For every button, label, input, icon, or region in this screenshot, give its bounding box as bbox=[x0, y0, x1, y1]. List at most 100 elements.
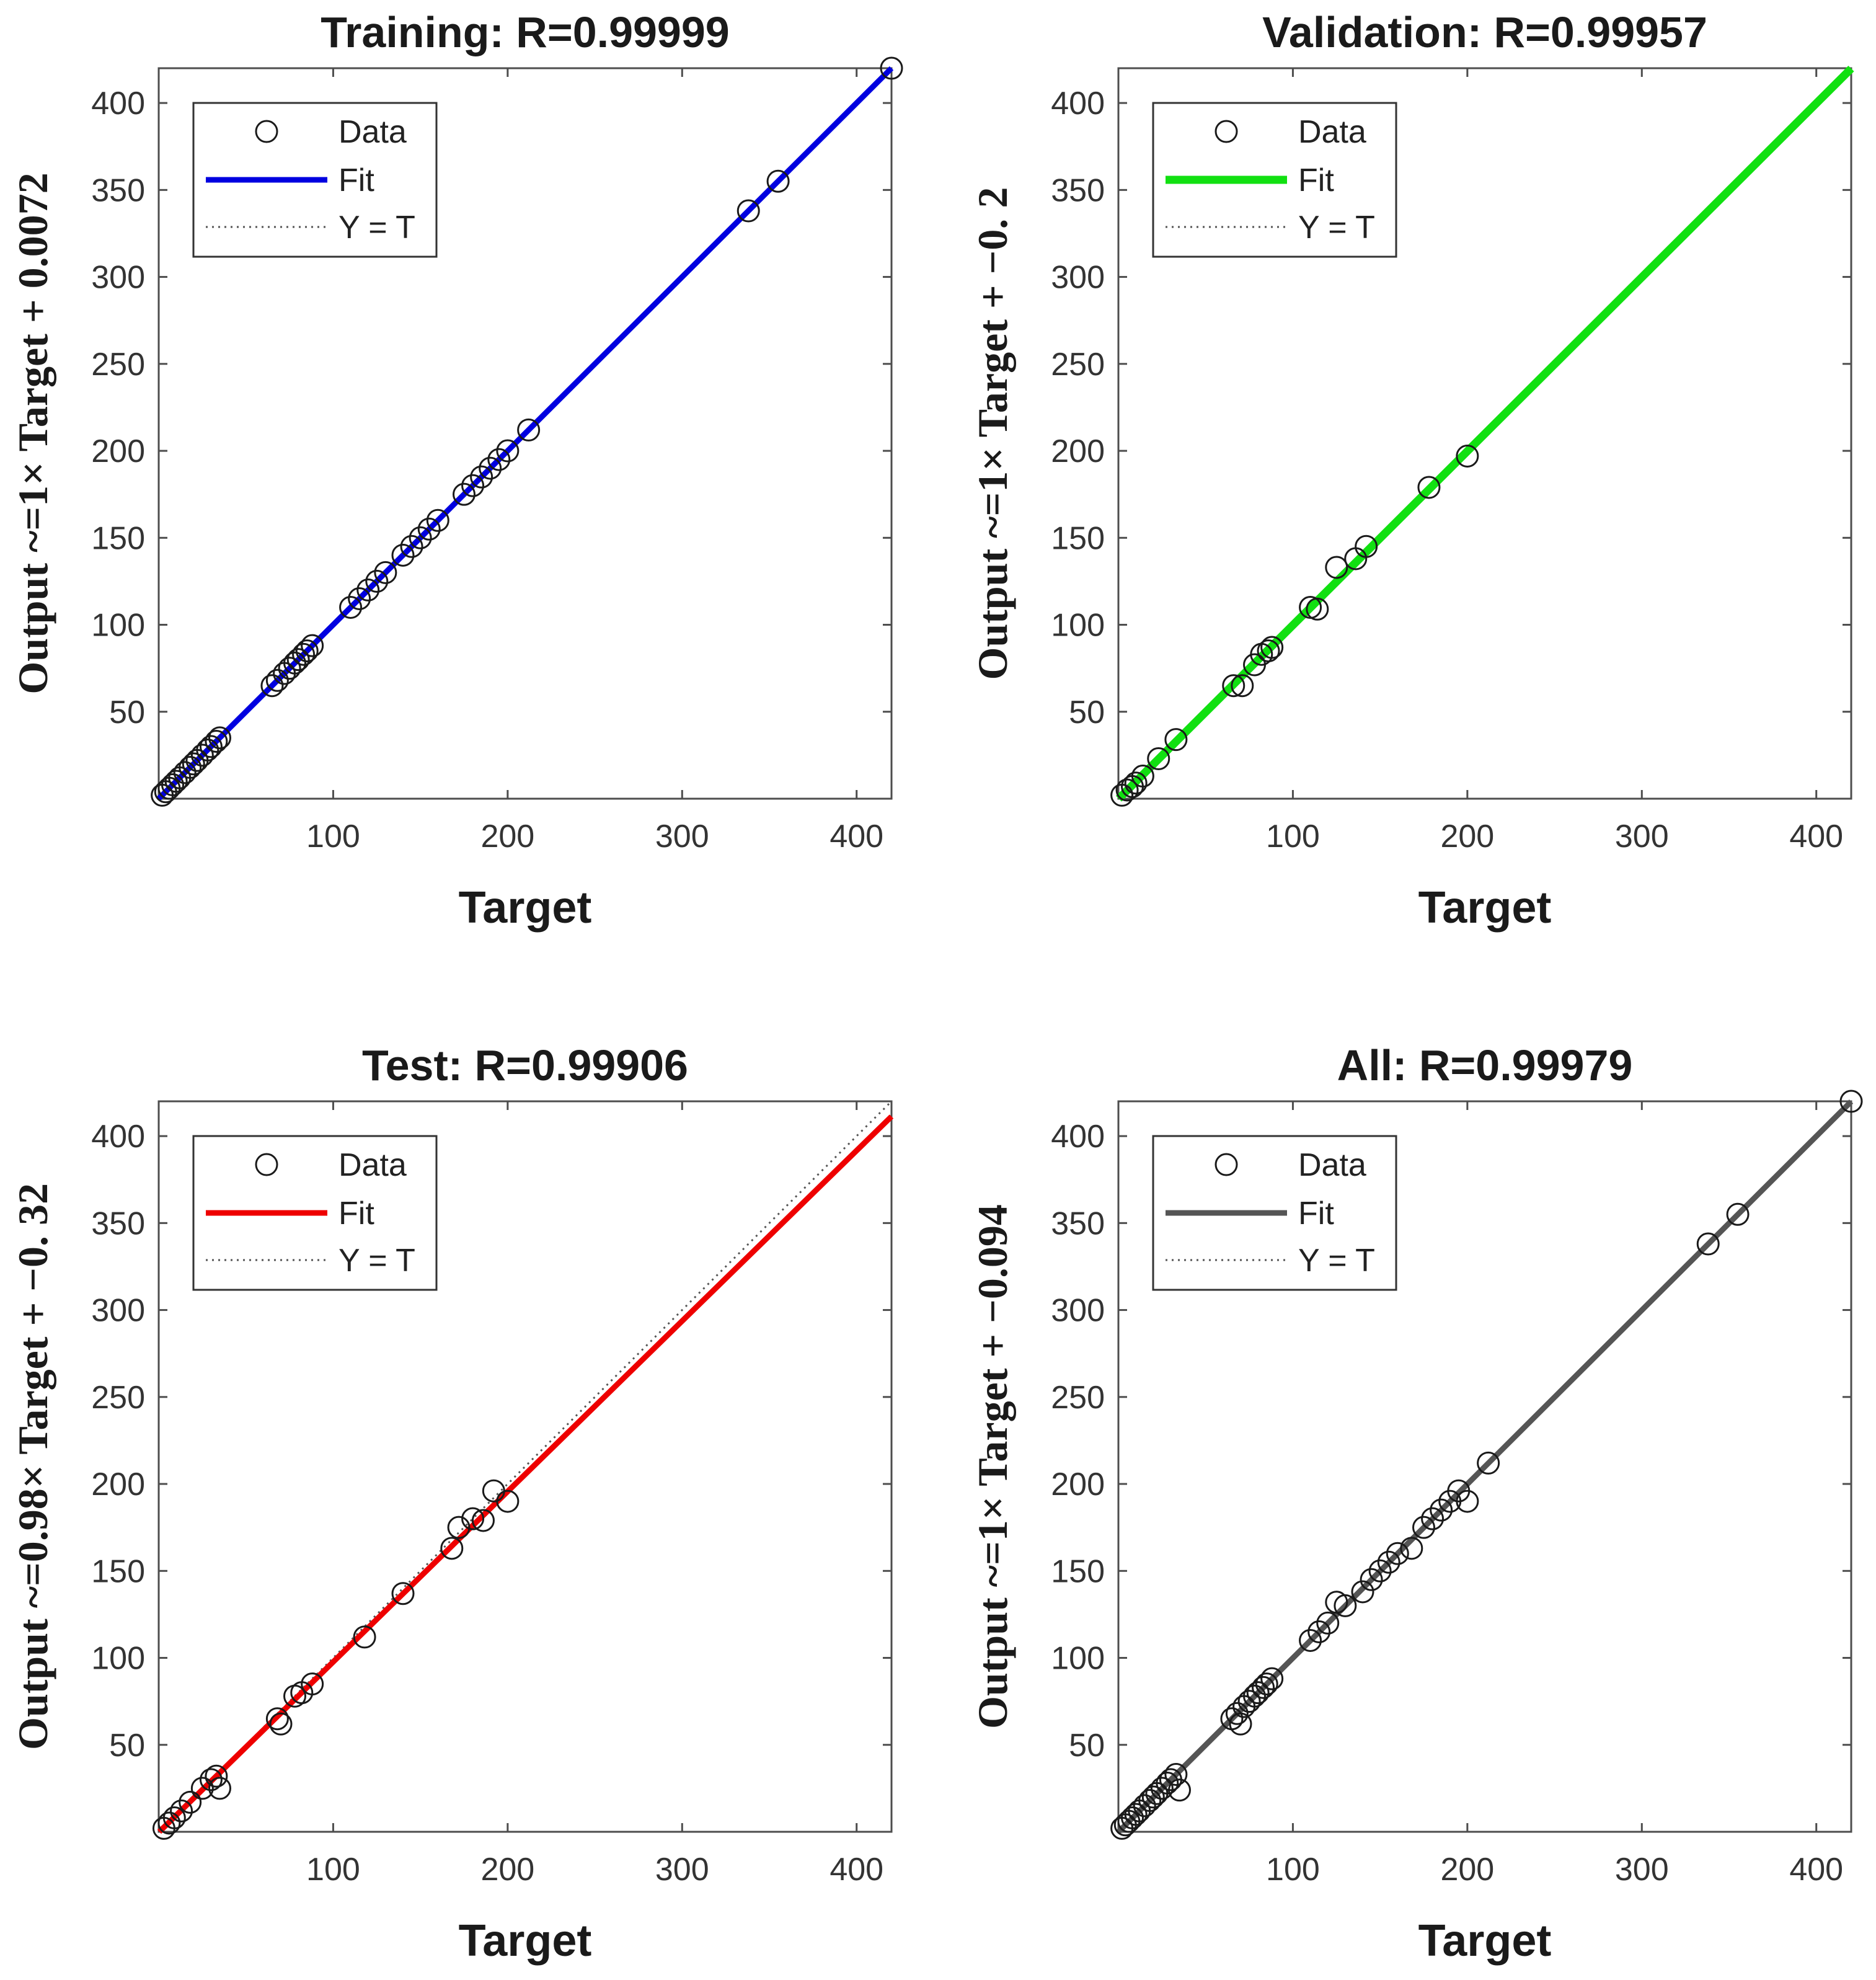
data-point bbox=[1131, 765, 1154, 788]
data-point bbox=[1316, 1611, 1340, 1635]
x-tick-label: 200 bbox=[1440, 1852, 1494, 1888]
data-point bbox=[1306, 597, 1329, 621]
y-tick-label: 50 bbox=[109, 1728, 145, 1764]
data-point bbox=[1299, 1628, 1322, 1652]
data-point bbox=[1124, 771, 1148, 795]
data-point bbox=[1222, 674, 1246, 698]
data-point bbox=[461, 474, 485, 497]
y-tick-label: 200 bbox=[1051, 433, 1105, 469]
x-tick-label: 400 bbox=[830, 819, 883, 855]
data-point bbox=[880, 56, 903, 80]
y-tick-label: 100 bbox=[1051, 608, 1105, 644]
data-point bbox=[208, 1777, 231, 1800]
y-tick-label: 150 bbox=[1051, 520, 1105, 556]
data-point bbox=[1260, 1667, 1284, 1690]
legend-label: Y = T bbox=[1298, 210, 1375, 246]
data-point bbox=[1133, 1794, 1156, 1818]
data-point bbox=[496, 1489, 520, 1513]
fit-line bbox=[1117, 1099, 1854, 1834]
x-tick-label: 400 bbox=[830, 1852, 883, 1888]
data-point bbox=[353, 1625, 376, 1649]
data-point bbox=[470, 465, 493, 489]
y-tick-label: 300 bbox=[1051, 260, 1105, 296]
data-point bbox=[1351, 1580, 1374, 1604]
data-point bbox=[269, 1712, 293, 1736]
y-tick-label: 300 bbox=[91, 1293, 145, 1329]
chart-panel-2: 100 200 300 400 50 100 150 200 250 300 350 400 Data F… bbox=[969, 8, 1854, 933]
y-tick-label: 400 bbox=[1051, 86, 1105, 122]
data-point bbox=[292, 642, 316, 666]
y-tick-label: 350 bbox=[1051, 1205, 1105, 1241]
data-point bbox=[283, 651, 307, 675]
data-point bbox=[208, 726, 231, 750]
x-tick-label: 100 bbox=[1266, 1852, 1320, 1888]
x-axis-label: Target bbox=[1418, 883, 1552, 933]
data-point bbox=[1377, 1550, 1400, 1574]
data-point bbox=[162, 1806, 186, 1830]
y-tick-label: 300 bbox=[91, 260, 145, 296]
x-tick-label: 300 bbox=[655, 819, 709, 855]
data-point bbox=[1696, 1232, 1720, 1256]
data-point bbox=[471, 1509, 495, 1532]
data-point bbox=[417, 517, 441, 541]
data-point bbox=[1477, 1451, 1500, 1475]
data-point bbox=[182, 752, 205, 776]
identity-line bbox=[157, 1100, 893, 1833]
data-point bbox=[1368, 1559, 1392, 1583]
legend-data-marker bbox=[1215, 120, 1238, 143]
x-tick-label: 300 bbox=[1615, 1852, 1669, 1888]
legend-label: Y = T bbox=[338, 1243, 415, 1279]
legend-label: Y = T bbox=[1298, 1243, 1375, 1279]
data-point bbox=[1839, 1090, 1863, 1113]
chart-title: Validation: R=0.99957 bbox=[1262, 8, 1707, 56]
fit-line bbox=[156, 66, 894, 801]
x-tick-label: 200 bbox=[1440, 819, 1494, 855]
x-tick-label: 300 bbox=[1615, 819, 1669, 855]
data-point bbox=[391, 543, 415, 567]
data-point bbox=[365, 569, 389, 593]
data-point bbox=[479, 456, 502, 480]
x-tick-label: 400 bbox=[1789, 819, 1843, 855]
data-point bbox=[1156, 1771, 1179, 1795]
data-point bbox=[173, 761, 197, 784]
data-point bbox=[196, 738, 219, 761]
data-point bbox=[1115, 778, 1139, 802]
data-point bbox=[1307, 1620, 1331, 1643]
data-point bbox=[260, 674, 284, 698]
data-point bbox=[199, 1768, 223, 1791]
data-point bbox=[278, 657, 301, 680]
y-tick-label: 200 bbox=[91, 1467, 145, 1503]
data-point bbox=[199, 735, 223, 758]
x-tick-label: 100 bbox=[306, 819, 360, 855]
legend-label: Data bbox=[338, 1147, 407, 1183]
data-point bbox=[164, 770, 188, 793]
y-tick-label: 200 bbox=[91, 433, 145, 469]
legend-label: Y = T bbox=[338, 210, 415, 246]
data-point bbox=[1124, 1803, 1148, 1826]
data-point bbox=[1243, 1684, 1267, 1708]
y-tick-label: 150 bbox=[91, 1553, 145, 1589]
data-point bbox=[1164, 728, 1188, 752]
y-tick-label: 400 bbox=[1051, 1119, 1105, 1155]
data-point bbox=[265, 1707, 289, 1731]
legend-data-marker bbox=[255, 1153, 278, 1176]
x-tick-label: 400 bbox=[1789, 1852, 1843, 1888]
data-point bbox=[426, 508, 449, 532]
data-point bbox=[1231, 674, 1254, 698]
y-axis-label: Output ~=1× Target + −0.094 bbox=[969, 1204, 1016, 1729]
y-tick-label: 350 bbox=[91, 172, 145, 208]
x-tick-label: 200 bbox=[480, 1852, 534, 1888]
data-point bbox=[339, 595, 363, 619]
y-tick-label: 50 bbox=[1069, 695, 1105, 730]
legend-label: Data bbox=[1298, 114, 1366, 150]
x-tick-label: 200 bbox=[480, 819, 534, 855]
data-point bbox=[1138, 1789, 1162, 1813]
data-point bbox=[179, 1790, 202, 1814]
data-point bbox=[1255, 1672, 1278, 1696]
data-point bbox=[496, 439, 520, 463]
data-point bbox=[205, 1764, 228, 1788]
data-point bbox=[453, 482, 476, 506]
legend-data-marker bbox=[1215, 1153, 1238, 1176]
data-point bbox=[1456, 1489, 1479, 1513]
